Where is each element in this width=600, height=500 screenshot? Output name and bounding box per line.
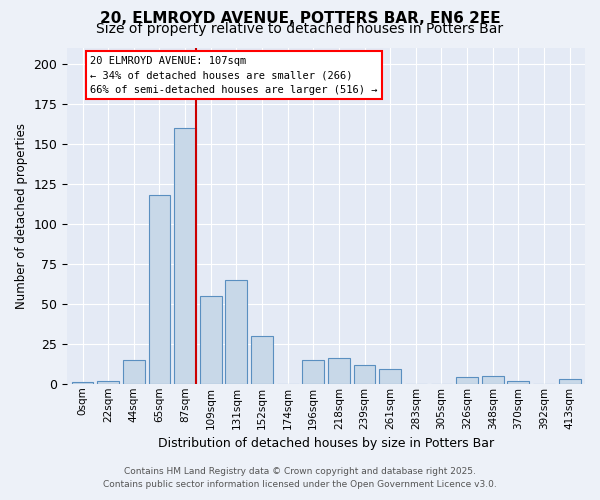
Text: 20 ELMROYD AVENUE: 107sqm
← 34% of detached houses are smaller (266)
66% of semi: 20 ELMROYD AVENUE: 107sqm ← 34% of detac… [90,56,378,95]
Bar [379,370,401,384]
Bar [200,296,221,384]
Bar [71,382,94,384]
Bar [251,336,273,384]
Bar [456,378,478,384]
Y-axis label: Number of detached properties: Number of detached properties [15,122,28,308]
Bar [508,380,529,384]
Text: 20, ELMROYD AVENUE, POTTERS BAR, EN6 2EE: 20, ELMROYD AVENUE, POTTERS BAR, EN6 2EE [100,11,500,26]
Bar [97,380,119,384]
Bar [226,280,247,384]
X-axis label: Distribution of detached houses by size in Potters Bar: Distribution of detached houses by size … [158,437,494,450]
Bar [482,376,503,384]
Bar [302,360,324,384]
Bar [353,364,376,384]
Text: Contains HM Land Registry data © Crown copyright and database right 2025.
Contai: Contains HM Land Registry data © Crown c… [103,468,497,489]
Bar [559,379,581,384]
Bar [328,358,350,384]
Text: Size of property relative to detached houses in Potters Bar: Size of property relative to detached ho… [97,22,503,36]
Bar [174,128,196,384]
Bar [149,195,170,384]
Bar [123,360,145,384]
